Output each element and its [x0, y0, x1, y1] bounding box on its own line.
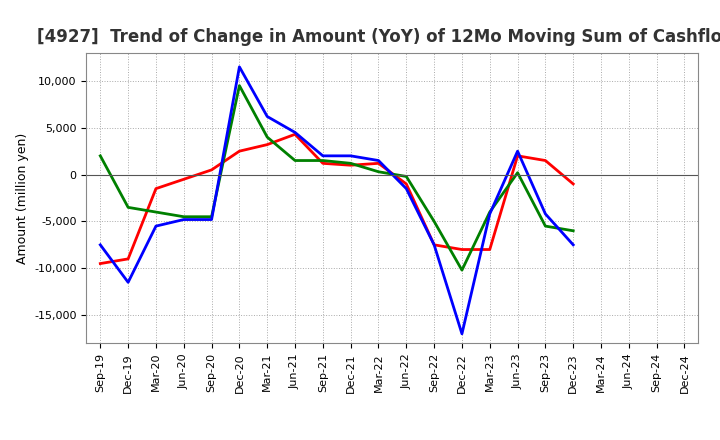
- Investing Cashflow: [263, 135, 271, 140]
- Free Cashflow: [235, 64, 243, 70]
- Investing Cashflow: [346, 161, 355, 166]
- Free Cashflow: [318, 153, 327, 158]
- Operating Cashflow: [374, 161, 383, 166]
- Investing Cashflow: [291, 158, 300, 163]
- Operating Cashflow: [291, 132, 300, 137]
- Investing Cashflow: [430, 219, 438, 224]
- Investing Cashflow: [402, 174, 410, 179]
- Free Cashflow: [402, 186, 410, 191]
- Investing Cashflow: [374, 169, 383, 174]
- Investing Cashflow: [318, 158, 327, 163]
- Free Cashflow: [96, 242, 104, 247]
- Operating Cashflow: [458, 247, 467, 252]
- Free Cashflow: [346, 153, 355, 158]
- Free Cashflow: [458, 331, 467, 337]
- Operating Cashflow: [96, 261, 104, 266]
- Free Cashflow: [152, 224, 161, 229]
- Investing Cashflow: [569, 228, 577, 234]
- Free Cashflow: [207, 217, 216, 222]
- Operating Cashflow: [179, 176, 188, 182]
- Operating Cashflow: [152, 186, 161, 191]
- Operating Cashflow: [235, 149, 243, 154]
- Free Cashflow: [179, 217, 188, 222]
- Free Cashflow: [374, 158, 383, 163]
- Investing Cashflow: [207, 214, 216, 220]
- Free Cashflow: [485, 211, 494, 216]
- Operating Cashflow: [569, 181, 577, 187]
- Free Cashflow: [263, 114, 271, 119]
- Operating Cashflow: [207, 167, 216, 172]
- Free Cashflow: [430, 242, 438, 247]
- Investing Cashflow: [513, 170, 522, 176]
- Operating Cashflow: [124, 256, 132, 261]
- Title: [4927]  Trend of Change in Amount (YoY) of 12Mo Moving Sum of Cashflows: [4927] Trend of Change in Amount (YoY) o…: [37, 28, 720, 46]
- Investing Cashflow: [152, 209, 161, 215]
- Operating Cashflow: [485, 247, 494, 252]
- Investing Cashflow: [96, 153, 104, 158]
- Operating Cashflow: [346, 162, 355, 168]
- Investing Cashflow: [124, 205, 132, 210]
- Free Cashflow: [569, 242, 577, 247]
- Y-axis label: Amount (million yen): Amount (million yen): [16, 132, 29, 264]
- Investing Cashflow: [179, 214, 188, 220]
- Operating Cashflow: [402, 181, 410, 187]
- Investing Cashflow: [541, 224, 550, 229]
- Investing Cashflow: [235, 83, 243, 88]
- Free Cashflow: [513, 149, 522, 154]
- Line: Investing Cashflow: Investing Cashflow: [100, 86, 573, 270]
- Free Cashflow: [124, 280, 132, 285]
- Operating Cashflow: [318, 161, 327, 166]
- Operating Cashflow: [263, 142, 271, 147]
- Operating Cashflow: [430, 242, 438, 247]
- Free Cashflow: [291, 130, 300, 135]
- Investing Cashflow: [485, 209, 494, 215]
- Line: Operating Cashflow: Operating Cashflow: [100, 134, 573, 264]
- Line: Free Cashflow: Free Cashflow: [100, 67, 573, 334]
- Free Cashflow: [541, 211, 550, 216]
- Operating Cashflow: [513, 153, 522, 158]
- Investing Cashflow: [458, 268, 467, 273]
- Operating Cashflow: [541, 158, 550, 163]
